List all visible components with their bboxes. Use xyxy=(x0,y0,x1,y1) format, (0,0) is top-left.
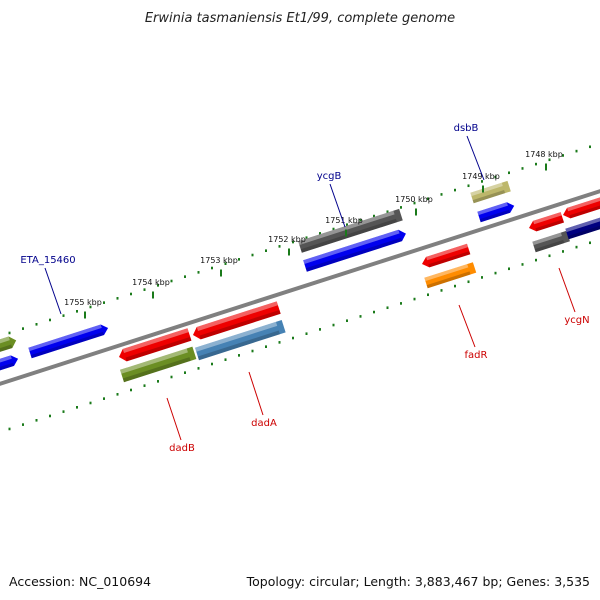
label-leader-line xyxy=(166,397,182,441)
feature-shadow xyxy=(0,344,13,358)
tick-label: 1749 kbp xyxy=(462,172,500,181)
gene-feature xyxy=(120,346,197,383)
coordinate-ticks: 1755 kbp 1754 kbp 1753 kbp 1752 kbp 1751 kbp… xyxy=(64,150,563,319)
feature-shadow xyxy=(300,218,398,253)
gene-feature xyxy=(0,355,19,377)
feature-highlight xyxy=(477,202,508,216)
tick-label: 1753 kbp xyxy=(200,256,238,265)
feature-body xyxy=(119,328,192,362)
feature-body xyxy=(0,355,19,377)
label-leader-line xyxy=(466,135,485,181)
feature-highlight xyxy=(303,229,400,264)
feature-body xyxy=(424,262,477,289)
tick-label: 1751 kbp xyxy=(325,216,363,225)
feature-highlight xyxy=(532,232,562,246)
label-leader-line xyxy=(44,267,62,315)
feature-shadow xyxy=(125,336,192,362)
feature-highlight xyxy=(195,321,278,352)
label-leader-line xyxy=(458,304,476,348)
gene-label: dadA xyxy=(251,418,277,429)
gene-feature xyxy=(422,243,471,268)
feature-shadow xyxy=(305,237,403,272)
feature-shadow xyxy=(472,190,506,204)
feature-highlight xyxy=(533,212,562,225)
gene-label: dadB xyxy=(169,443,195,454)
feature-body xyxy=(470,180,511,204)
feature-shadow xyxy=(426,271,471,289)
feature-body xyxy=(422,243,471,268)
genome-summary-text: Topology: circular; Length: 3,883,467 bp… xyxy=(246,574,590,589)
feature-shadow xyxy=(569,201,600,219)
feature-highlight xyxy=(470,182,503,197)
gene-feature xyxy=(470,180,511,204)
feature-highlight xyxy=(0,355,12,370)
label-leader-line xyxy=(248,371,264,416)
feature-highlight xyxy=(565,216,600,233)
tick-label: 1755 kbp xyxy=(64,298,102,307)
feature-shadow xyxy=(0,362,15,377)
feature-highlight xyxy=(426,243,469,261)
feature-highlight xyxy=(567,194,600,212)
tick-label: 1752 kbp xyxy=(268,235,306,244)
gene-label: ycgB xyxy=(317,171,342,182)
feature-body xyxy=(120,346,197,383)
feature-highlight xyxy=(28,324,102,352)
label-leader-line xyxy=(329,183,346,228)
feature-track xyxy=(0,180,600,383)
gene-feature xyxy=(529,212,565,232)
gene-labels: ETA_15460 ycgB dsbB dadB dadA fadR ycgN xyxy=(20,123,589,454)
feature-shadow xyxy=(428,251,471,268)
feature-highlight xyxy=(0,336,10,350)
gene-feature xyxy=(565,215,600,240)
feature-shadow xyxy=(122,357,191,383)
feature-body xyxy=(193,301,281,340)
feature-body xyxy=(303,229,406,272)
tick-label: 1750 kbp xyxy=(395,195,433,204)
feature-body xyxy=(195,320,286,361)
feature-shadow xyxy=(479,209,511,223)
label-leader-line xyxy=(558,267,576,313)
gene-label: ETA_15460 xyxy=(20,255,75,266)
outer-tick-ring xyxy=(8,145,591,335)
inner-tick-ring xyxy=(8,241,591,431)
tick-label: 1754 kbp xyxy=(132,278,170,287)
gene-feature xyxy=(28,324,109,359)
feature-shadow xyxy=(534,239,565,253)
gene-feature xyxy=(119,328,192,362)
tick-label: 1748 kbp xyxy=(525,150,563,159)
feature-shadow xyxy=(199,309,281,340)
feature-highlight xyxy=(120,348,188,374)
feature-highlight xyxy=(196,301,278,331)
genome-backbone xyxy=(0,189,600,386)
feature-body xyxy=(0,336,17,358)
gene-feature xyxy=(303,229,406,272)
feature-body xyxy=(532,230,570,253)
gene-feature xyxy=(193,301,281,340)
gene-feature xyxy=(532,230,570,253)
feature-shadow xyxy=(197,330,280,361)
feature-body xyxy=(298,208,403,253)
gene-label: ycgN xyxy=(564,315,589,326)
feature-shadow xyxy=(30,331,105,359)
feature-body xyxy=(477,202,515,223)
map-title: Erwinia tasmaniensis Et1/99, complete ge… xyxy=(145,11,455,26)
feature-body xyxy=(529,212,565,232)
feature-highlight xyxy=(298,210,395,245)
gene-feature xyxy=(0,336,17,358)
gene-feature xyxy=(195,320,286,361)
feature-highlight xyxy=(424,264,469,282)
gene-feature xyxy=(298,208,403,253)
feature-shadow xyxy=(535,219,565,232)
accession-text: Accession: NC_010694 xyxy=(9,574,151,589)
gene-feature xyxy=(424,262,477,289)
feature-shadow xyxy=(567,224,600,240)
feature-highlight xyxy=(122,328,189,353)
gene-feature xyxy=(477,202,515,223)
gene-label: dsbB xyxy=(454,123,479,134)
gene-label: fadR xyxy=(465,350,488,361)
feature-body xyxy=(28,324,109,359)
